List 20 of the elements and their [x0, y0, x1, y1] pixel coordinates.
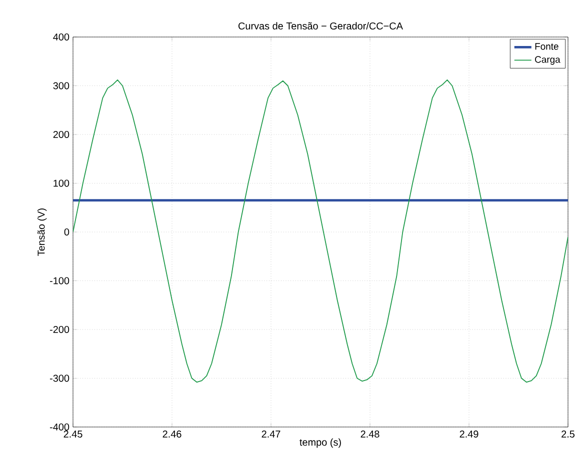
x-tick-label: 2.47 [262, 430, 280, 438]
x-tick-label: 2.49 [460, 430, 478, 438]
x-tick-label: 2.5 [562, 430, 575, 438]
x-tick-label: 2.45 [64, 430, 82, 438]
y-tick-label: 300 [53, 82, 70, 90]
y-tick-label: 400 [53, 33, 70, 41]
y-axis-title: Tensão (V) [37, 208, 47, 256]
y-tick-label: -200 [50, 326, 70, 334]
y-tick-label: -100 [50, 277, 70, 284]
legend-label: Fonte [535, 43, 558, 50]
y-tick-label: 200 [53, 130, 70, 138]
x-axis-title: tempo (s) [300, 438, 341, 448]
y-tick-label: 0 [64, 228, 70, 236]
x-tick-label: 2.46 [162, 430, 182, 438]
y-tick-label: -400 [50, 423, 70, 431]
chart-title: Curvas de Tensão − Gerador/CC−CA [238, 22, 403, 30]
legend-label: Carga [535, 56, 560, 65]
y-tick-label: 100 [54, 180, 70, 187]
y-tick-label: -300 [50, 374, 70, 382]
x-tick-label: 2.48 [360, 430, 380, 438]
